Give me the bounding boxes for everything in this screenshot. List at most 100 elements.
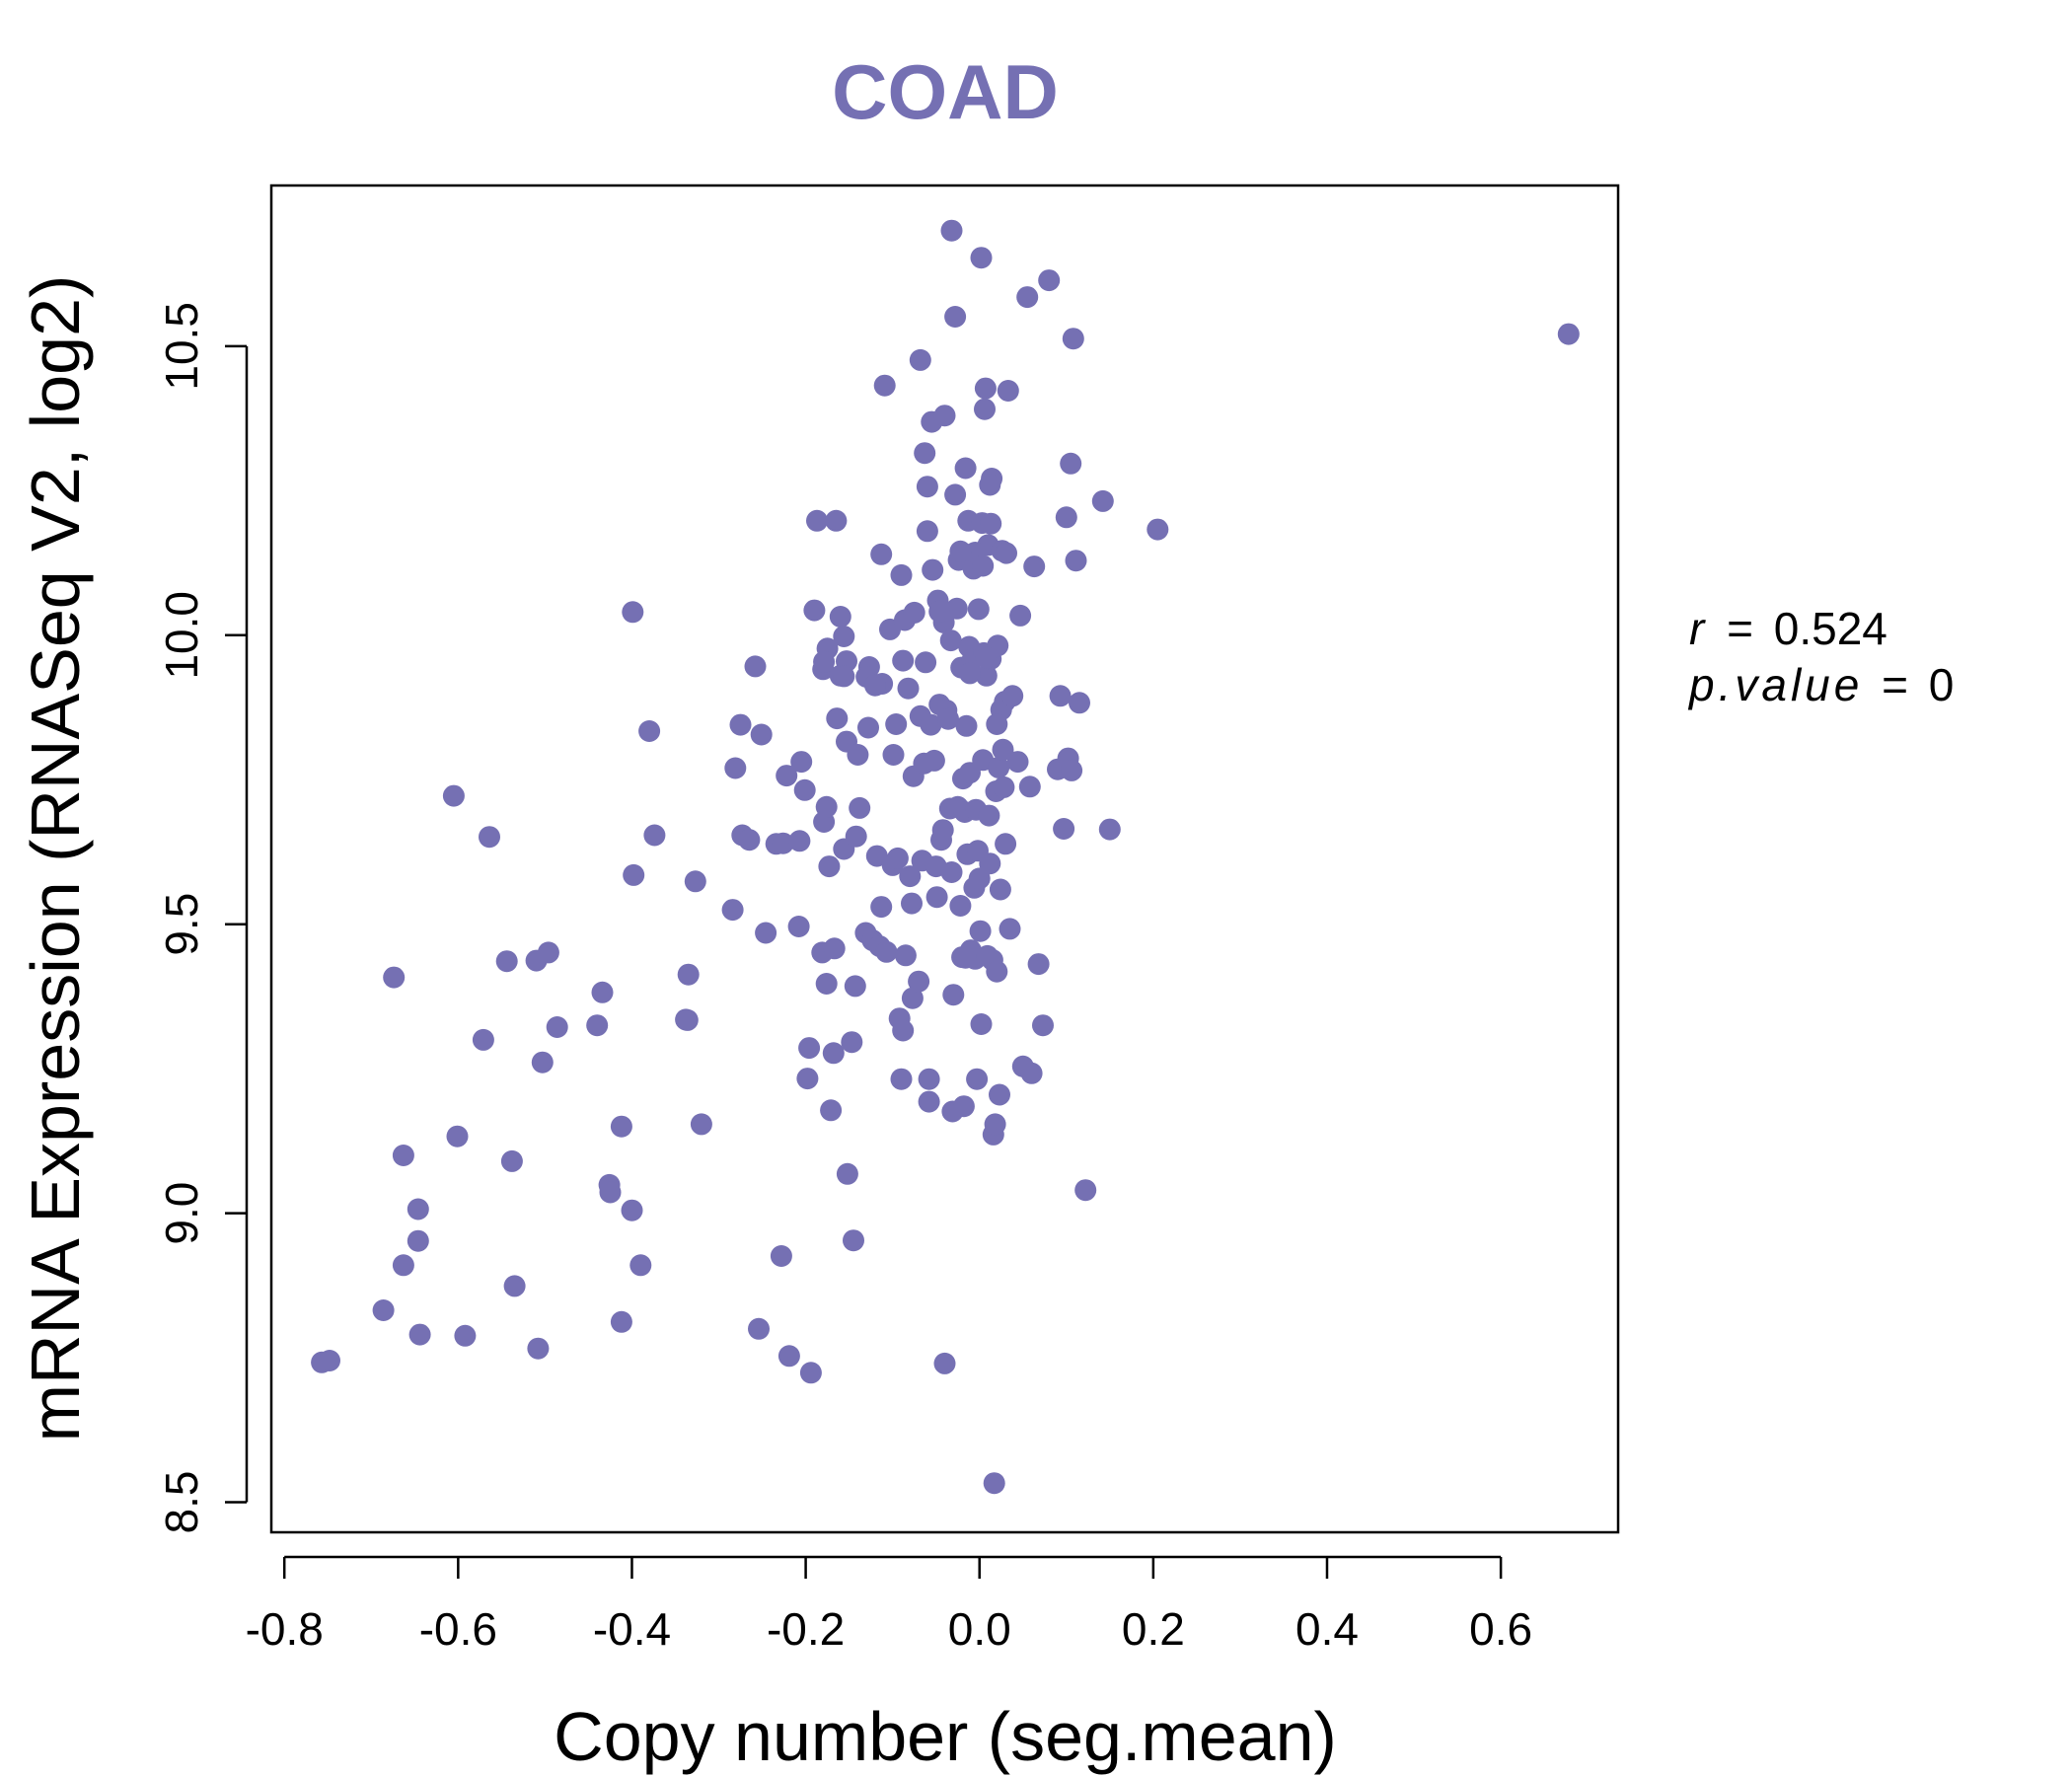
data-point	[1074, 1179, 1097, 1202]
data-point	[899, 865, 922, 888]
data-point	[980, 512, 1002, 535]
data-point	[894, 944, 917, 967]
data-point	[931, 819, 954, 842]
data-point	[392, 1254, 414, 1277]
data-point	[591, 981, 614, 1003]
data-point	[442, 784, 465, 807]
data-point	[629, 1254, 652, 1277]
x-tick-label: 0.4	[1295, 1603, 1359, 1655]
data-point	[989, 878, 1011, 901]
data-point	[897, 677, 920, 700]
r-label: r	[1689, 603, 1706, 654]
data-point	[479, 826, 500, 849]
data-point	[750, 723, 773, 746]
data-point	[870, 896, 893, 919]
data-point	[875, 940, 898, 963]
data-point	[537, 941, 559, 964]
data-point	[844, 975, 866, 998]
x-tick-label: -0.2	[767, 1603, 845, 1655]
data-point	[954, 457, 977, 480]
data-point	[1001, 685, 1024, 707]
data-point	[933, 405, 956, 427]
data-point	[967, 598, 990, 621]
data-point	[873, 374, 896, 397]
p-value: 0	[1929, 659, 1955, 710]
data-point	[928, 600, 951, 623]
data-point	[845, 825, 867, 848]
data-point	[916, 476, 938, 498]
data-point	[623, 863, 645, 886]
data-point	[949, 895, 972, 917]
data-point	[920, 713, 942, 736]
data-point	[1557, 323, 1580, 345]
data-point	[901, 892, 923, 915]
data-point	[865, 845, 888, 867]
data-point	[903, 601, 925, 624]
data-points	[311, 219, 1580, 1495]
data-point	[610, 1115, 632, 1138]
data-point	[407, 1229, 429, 1252]
data-point	[892, 1019, 915, 1042]
data-point	[942, 984, 965, 1006]
data-point	[979, 852, 1001, 875]
correlation-annotation: r = 0.524 p.value = 0	[1687, 603, 1954, 710]
data-point	[815, 973, 838, 995]
data-point	[914, 442, 936, 465]
x-tick-label: 0.6	[1469, 1603, 1532, 1655]
data-point	[813, 650, 836, 673]
data-point	[721, 899, 744, 922]
x-tick-label: -0.6	[419, 1603, 497, 1655]
data-point	[988, 756, 1010, 778]
data-point	[803, 599, 826, 622]
data-point	[748, 1317, 770, 1340]
data-point	[818, 855, 841, 878]
data-point	[857, 716, 879, 739]
data-point	[622, 601, 644, 624]
p-value-label: p.value	[1687, 659, 1863, 710]
data-point	[777, 1345, 800, 1368]
data-point	[870, 543, 893, 565]
data-point	[940, 861, 963, 883]
data-point	[972, 555, 995, 577]
data-point	[684, 870, 706, 893]
data-point	[690, 1113, 712, 1136]
data-point	[1060, 452, 1082, 475]
data-point	[922, 558, 944, 581]
y-axis-title: mRNA Expression (RNASeq V2, log2)	[17, 275, 94, 1443]
r-equals: =	[1727, 603, 1753, 654]
data-point	[1049, 685, 1072, 707]
data-point	[989, 1083, 1010, 1106]
data-point	[392, 1145, 414, 1166]
data-point	[970, 247, 993, 269]
data-point	[983, 1472, 1005, 1495]
data-point	[885, 713, 908, 735]
data-point	[383, 966, 406, 989]
data-point	[798, 1037, 821, 1060]
x-tick-label: -0.8	[246, 1603, 324, 1655]
data-point	[770, 1245, 792, 1267]
data-point	[843, 1229, 864, 1252]
data-point	[822, 1042, 845, 1065]
data-point	[995, 833, 1017, 855]
data-point	[984, 1113, 1006, 1136]
data-point	[788, 830, 811, 852]
data-point	[495, 950, 518, 973]
data-point	[1038, 269, 1061, 292]
data-point	[793, 778, 816, 801]
data-point	[1147, 518, 1169, 541]
x-axis-title: Copy number (seg.mean)	[554, 1698, 1337, 1775]
data-point	[986, 713, 1008, 735]
data-point	[407, 1198, 429, 1221]
data-point	[925, 886, 948, 909]
data-point	[319, 1350, 340, 1371]
data-point	[675, 1008, 698, 1031]
data-point	[826, 707, 849, 730]
data-point	[643, 824, 666, 847]
data-point	[1009, 604, 1032, 627]
data-point	[790, 751, 813, 774]
data-point	[992, 738, 1014, 761]
data-point	[1062, 328, 1084, 350]
data-point	[975, 646, 998, 669]
data-point	[1055, 506, 1077, 529]
data-point	[999, 918, 1021, 940]
